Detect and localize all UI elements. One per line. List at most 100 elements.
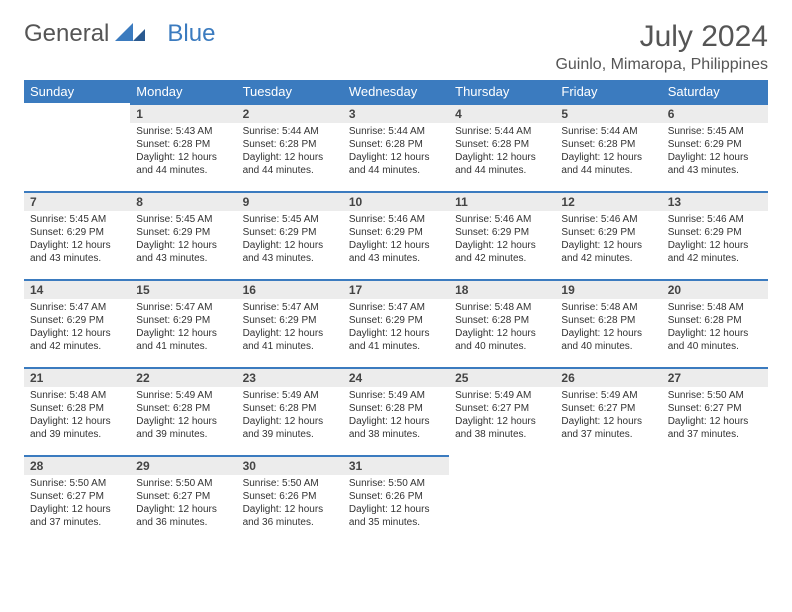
day-content: Sunrise: 5:48 AMSunset: 6:28 PMDaylight:…: [555, 299, 661, 357]
day-number: 18: [449, 279, 555, 299]
day-number: 25: [449, 367, 555, 387]
day-content: Sunrise: 5:49 AMSunset: 6:27 PMDaylight:…: [449, 387, 555, 445]
day-number: 10: [343, 191, 449, 211]
calendar-cell: 13Sunrise: 5:46 AMSunset: 6:29 PMDayligh…: [662, 191, 768, 279]
day-content: Sunrise: 5:47 AMSunset: 6:29 PMDaylight:…: [24, 299, 130, 357]
day-number: 31: [343, 455, 449, 475]
day-content: Sunrise: 5:50 AMSunset: 6:26 PMDaylight:…: [237, 475, 343, 533]
calendar-row: 21Sunrise: 5:48 AMSunset: 6:28 PMDayligh…: [24, 367, 768, 455]
day-number: 17: [343, 279, 449, 299]
calendar-cell: 28Sunrise: 5:50 AMSunset: 6:27 PMDayligh…: [24, 455, 130, 543]
calendar-cell: 6Sunrise: 5:45 AMSunset: 6:29 PMDaylight…: [662, 103, 768, 191]
calendar-cell: 11Sunrise: 5:46 AMSunset: 6:29 PMDayligh…: [449, 191, 555, 279]
calendar-cell: 8Sunrise: 5:45 AMSunset: 6:29 PMDaylight…: [130, 191, 236, 279]
day-content: Sunrise: 5:48 AMSunset: 6:28 PMDaylight:…: [662, 299, 768, 357]
day-number: 14: [24, 279, 130, 299]
day-number: 6: [662, 103, 768, 123]
weekday-header: Tuesday: [237, 80, 343, 103]
header: General Blue July 2024 Guinlo, Mimaropa,…: [24, 20, 768, 74]
day-number: 9: [237, 191, 343, 211]
day-content: Sunrise: 5:49 AMSunset: 6:28 PMDaylight:…: [130, 387, 236, 445]
day-number: 15: [130, 279, 236, 299]
day-content: Sunrise: 5:45 AMSunset: 6:29 PMDaylight:…: [662, 123, 768, 181]
day-content: Sunrise: 5:43 AMSunset: 6:28 PMDaylight:…: [130, 123, 236, 181]
calendar-cell: 17Sunrise: 5:47 AMSunset: 6:29 PMDayligh…: [343, 279, 449, 367]
calendar-cell: 19Sunrise: 5:48 AMSunset: 6:28 PMDayligh…: [555, 279, 661, 367]
day-number: 11: [449, 191, 555, 211]
day-content: Sunrise: 5:50 AMSunset: 6:27 PMDaylight:…: [662, 387, 768, 445]
day-content: Sunrise: 5:48 AMSunset: 6:28 PMDaylight:…: [24, 387, 130, 445]
calendar-cell: 3Sunrise: 5:44 AMSunset: 6:28 PMDaylight…: [343, 103, 449, 191]
weekday-header: Friday: [555, 80, 661, 103]
weekday-header: Sunday: [24, 80, 130, 103]
day-number: 12: [555, 191, 661, 211]
calendar-cell: 31Sunrise: 5:50 AMSunset: 6:26 PMDayligh…: [343, 455, 449, 543]
calendar-row: 28Sunrise: 5:50 AMSunset: 6:27 PMDayligh…: [24, 455, 768, 543]
day-content: Sunrise: 5:47 AMSunset: 6:29 PMDaylight:…: [343, 299, 449, 357]
day-number: 7: [24, 191, 130, 211]
calendar-cell: 25Sunrise: 5:49 AMSunset: 6:27 PMDayligh…: [449, 367, 555, 455]
logo: General Blue: [24, 20, 215, 48]
day-content: Sunrise: 5:46 AMSunset: 6:29 PMDaylight:…: [449, 211, 555, 269]
day-number: 26: [555, 367, 661, 387]
calendar-cell: 14Sunrise: 5:47 AMSunset: 6:29 PMDayligh…: [24, 279, 130, 367]
day-content: Sunrise: 5:45 AMSunset: 6:29 PMDaylight:…: [24, 211, 130, 269]
logo-text-gray: General: [24, 20, 109, 48]
day-content: Sunrise: 5:44 AMSunset: 6:28 PMDaylight:…: [237, 123, 343, 181]
day-number: 24: [343, 367, 449, 387]
day-content: Sunrise: 5:46 AMSunset: 6:29 PMDaylight:…: [662, 211, 768, 269]
day-content: Sunrise: 5:44 AMSunset: 6:28 PMDaylight:…: [449, 123, 555, 181]
calendar-cell: 26Sunrise: 5:49 AMSunset: 6:27 PMDayligh…: [555, 367, 661, 455]
calendar-cell: 4Sunrise: 5:44 AMSunset: 6:28 PMDaylight…: [449, 103, 555, 191]
day-content: Sunrise: 5:46 AMSunset: 6:29 PMDaylight:…: [555, 211, 661, 269]
calendar-cell: [449, 455, 555, 543]
day-content: Sunrise: 5:50 AMSunset: 6:27 PMDaylight:…: [24, 475, 130, 533]
day-content: Sunrise: 5:45 AMSunset: 6:29 PMDaylight:…: [130, 211, 236, 269]
day-number: 20: [662, 279, 768, 299]
weekday-header: Wednesday: [343, 80, 449, 103]
day-content: Sunrise: 5:49 AMSunset: 6:28 PMDaylight:…: [343, 387, 449, 445]
day-number: 8: [130, 191, 236, 211]
calendar-row: 1Sunrise: 5:43 AMSunset: 6:28 PMDaylight…: [24, 103, 768, 191]
day-number: 21: [24, 367, 130, 387]
day-number: 29: [130, 455, 236, 475]
day-number: 23: [237, 367, 343, 387]
day-number: 3: [343, 103, 449, 123]
weekday-header: Monday: [130, 80, 236, 103]
location: Guinlo, Mimaropa, Philippines: [555, 56, 768, 74]
day-number: 1: [130, 103, 236, 123]
title-block: July 2024 Guinlo, Mimaropa, Philippines: [555, 20, 768, 74]
calendar-cell: 12Sunrise: 5:46 AMSunset: 6:29 PMDayligh…: [555, 191, 661, 279]
day-number: 2: [237, 103, 343, 123]
day-content: Sunrise: 5:49 AMSunset: 6:28 PMDaylight:…: [237, 387, 343, 445]
calendar-cell: 29Sunrise: 5:50 AMSunset: 6:27 PMDayligh…: [130, 455, 236, 543]
calendar-cell: 2Sunrise: 5:44 AMSunset: 6:28 PMDaylight…: [237, 103, 343, 191]
calendar-cell: 24Sunrise: 5:49 AMSunset: 6:28 PMDayligh…: [343, 367, 449, 455]
calendar-cell: 15Sunrise: 5:47 AMSunset: 6:29 PMDayligh…: [130, 279, 236, 367]
day-content: Sunrise: 5:44 AMSunset: 6:28 PMDaylight:…: [555, 123, 661, 181]
day-content: Sunrise: 5:50 AMSunset: 6:27 PMDaylight:…: [130, 475, 236, 533]
day-number: 27: [662, 367, 768, 387]
calendar-cell: 1Sunrise: 5:43 AMSunset: 6:28 PMDaylight…: [130, 103, 236, 191]
calendar-row: 14Sunrise: 5:47 AMSunset: 6:29 PMDayligh…: [24, 279, 768, 367]
calendar-body: 1Sunrise: 5:43 AMSunset: 6:28 PMDaylight…: [24, 103, 768, 543]
month-title: July 2024: [555, 20, 768, 54]
day-number: 13: [662, 191, 768, 211]
calendar-cell: 22Sunrise: 5:49 AMSunset: 6:28 PMDayligh…: [130, 367, 236, 455]
day-number: 4: [449, 103, 555, 123]
day-content: Sunrise: 5:46 AMSunset: 6:29 PMDaylight:…: [343, 211, 449, 269]
calendar-cell: 9Sunrise: 5:45 AMSunset: 6:29 PMDaylight…: [237, 191, 343, 279]
day-number: 5: [555, 103, 661, 123]
day-content: Sunrise: 5:47 AMSunset: 6:29 PMDaylight:…: [130, 299, 236, 357]
weekday-header-row: SundayMondayTuesdayWednesdayThursdayFrid…: [24, 80, 768, 103]
calendar-cell: 10Sunrise: 5:46 AMSunset: 6:29 PMDayligh…: [343, 191, 449, 279]
calendar-row: 7Sunrise: 5:45 AMSunset: 6:29 PMDaylight…: [24, 191, 768, 279]
calendar-cell: 5Sunrise: 5:44 AMSunset: 6:28 PMDaylight…: [555, 103, 661, 191]
day-number: 28: [24, 455, 130, 475]
logo-icon: [115, 20, 145, 48]
day-number: 16: [237, 279, 343, 299]
calendar-cell: [662, 455, 768, 543]
day-content: Sunrise: 5:44 AMSunset: 6:28 PMDaylight:…: [343, 123, 449, 181]
day-content: Sunrise: 5:48 AMSunset: 6:28 PMDaylight:…: [449, 299, 555, 357]
logo-text-blue: Blue: [167, 20, 215, 48]
